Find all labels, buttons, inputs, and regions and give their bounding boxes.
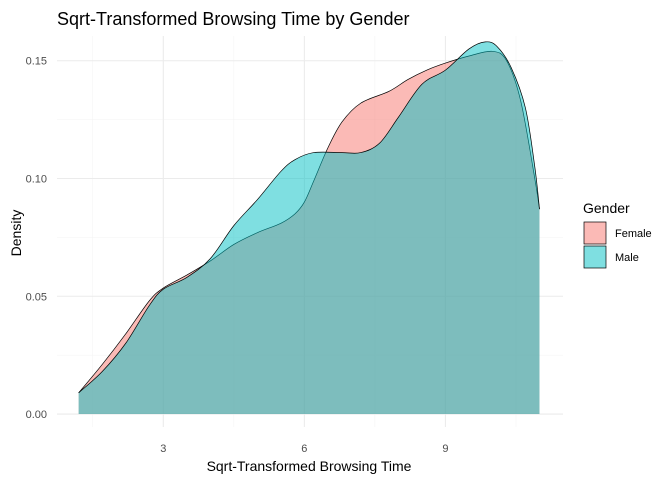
female-legend-label: Female (615, 228, 652, 240)
density-areas (78, 41, 540, 415)
y-axis-ticks: 0.00 0.05 0.10 0.15 (26, 56, 47, 421)
y-tick-label: 0.15 (26, 56, 47, 68)
y-tick-label: 0.10 (26, 174, 47, 186)
male-density-line (78, 41, 540, 394)
y-axis-title: Density (8, 210, 24, 257)
x-tick-label: 3 (160, 443, 166, 455)
male-legend-swatch (583, 245, 607, 269)
x-axis-title: Sqrt-Transformed Browsing Time (207, 458, 412, 474)
y-tick-label: 0.00 (26, 409, 47, 421)
x-tick-label: 9 (442, 443, 448, 455)
legend-title: Gender (583, 200, 630, 216)
male-legend-label: Male (615, 252, 639, 264)
y-tick-label: 0.05 (26, 291, 47, 303)
female-legend-swatch (583, 221, 607, 245)
x-tick-label: 6 (301, 443, 307, 455)
male-density-area (78, 41, 540, 415)
legend: Gender Female Male (583, 200, 652, 269)
chart-title: Sqrt-Transformed Browsing Time by Gender (57, 9, 409, 29)
x-axis-ticks: 3 6 9 (160, 443, 448, 455)
